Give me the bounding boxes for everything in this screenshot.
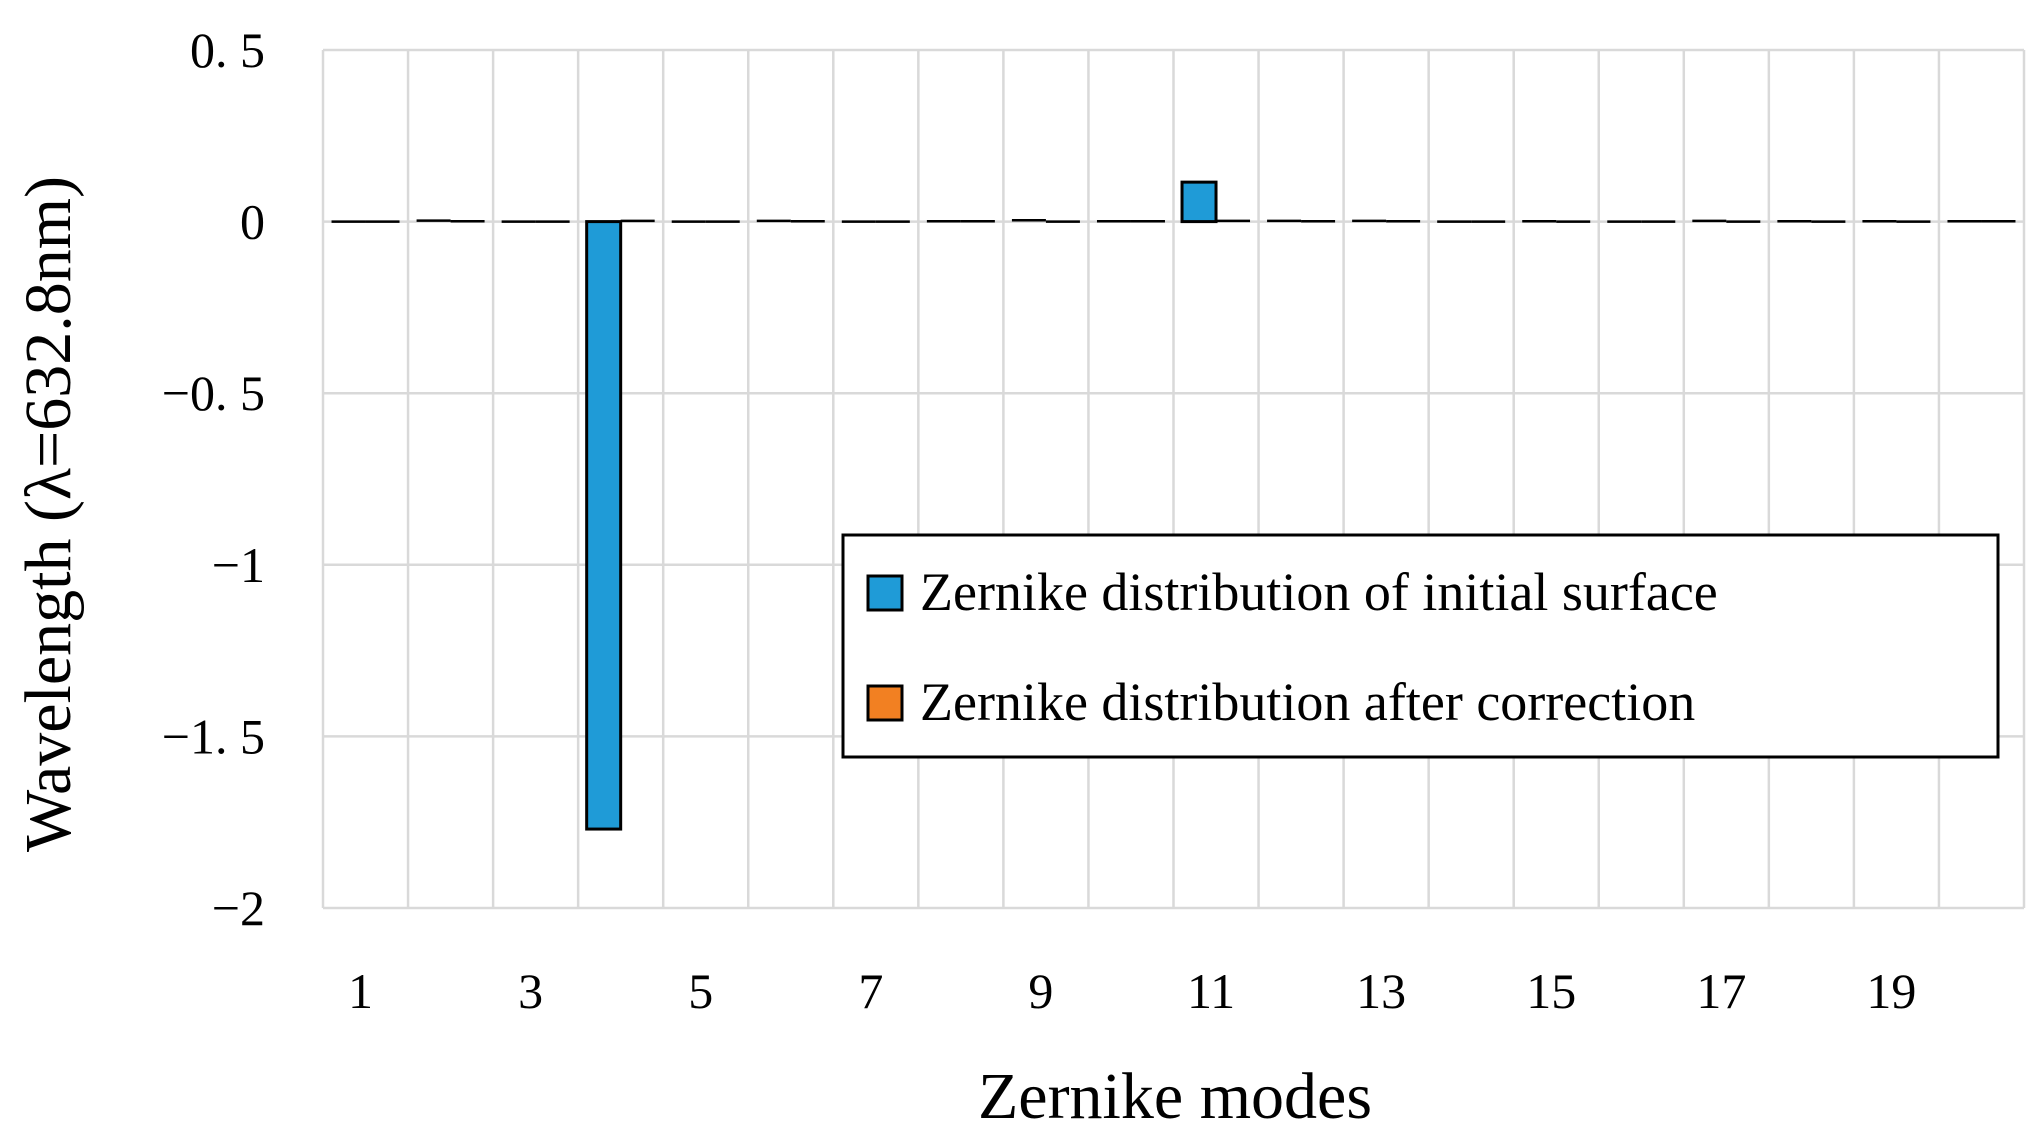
legend-label-after-correction: Zernike distribution after correction (920, 672, 1695, 732)
x-tick-label: 11 (1187, 963, 1235, 1019)
tick-labels: 0. 50−0. 5−1−1. 5−21 3 5 7 9 11 13 15 17 19 (162, 22, 1917, 1019)
legend: Zernike distribution of initial surface … (841, 533, 2000, 759)
y-tick-label: 0. 5 (190, 22, 265, 78)
legend-swatch-initial (866, 574, 904, 612)
legend-label-initial: Zernike distribution of initial surface (920, 562, 1718, 622)
y-tick-label: −2 (212, 880, 265, 936)
y-axis-title: Wavelength (λ=632.8nm) (12, 176, 85, 852)
bar-initial-mode-11 (1180, 180, 1218, 224)
y-tick-label: −0. 5 (162, 365, 265, 421)
bars (331, 180, 2016, 831)
legend-box (841, 533, 2000, 759)
x-tick-label: 13 (1356, 963, 1406, 1019)
legend-swatch-after-correction (866, 684, 904, 722)
grid (321, 48, 2026, 910)
x-tick-label: 9 (1028, 963, 1053, 1019)
y-tick-label: −1 (212, 537, 265, 593)
y-tick-label: −1. 5 (162, 708, 265, 764)
x-tick-label: 19 (1866, 963, 1916, 1019)
x-tick-label: 7 (858, 963, 883, 1019)
y-tick-label: 0 (240, 194, 265, 250)
x-tick-label: 17 (1696, 963, 1746, 1019)
bar-initial-mode-4 (585, 220, 623, 831)
x-tick-label: 15 (1526, 963, 1576, 1019)
x-tick-label: 5 (688, 963, 713, 1019)
x-tick-label: 1 (348, 963, 373, 1019)
x-axis-title: Zernike modes (978, 1060, 1372, 1133)
x-tick-label: 3 (518, 963, 543, 1019)
